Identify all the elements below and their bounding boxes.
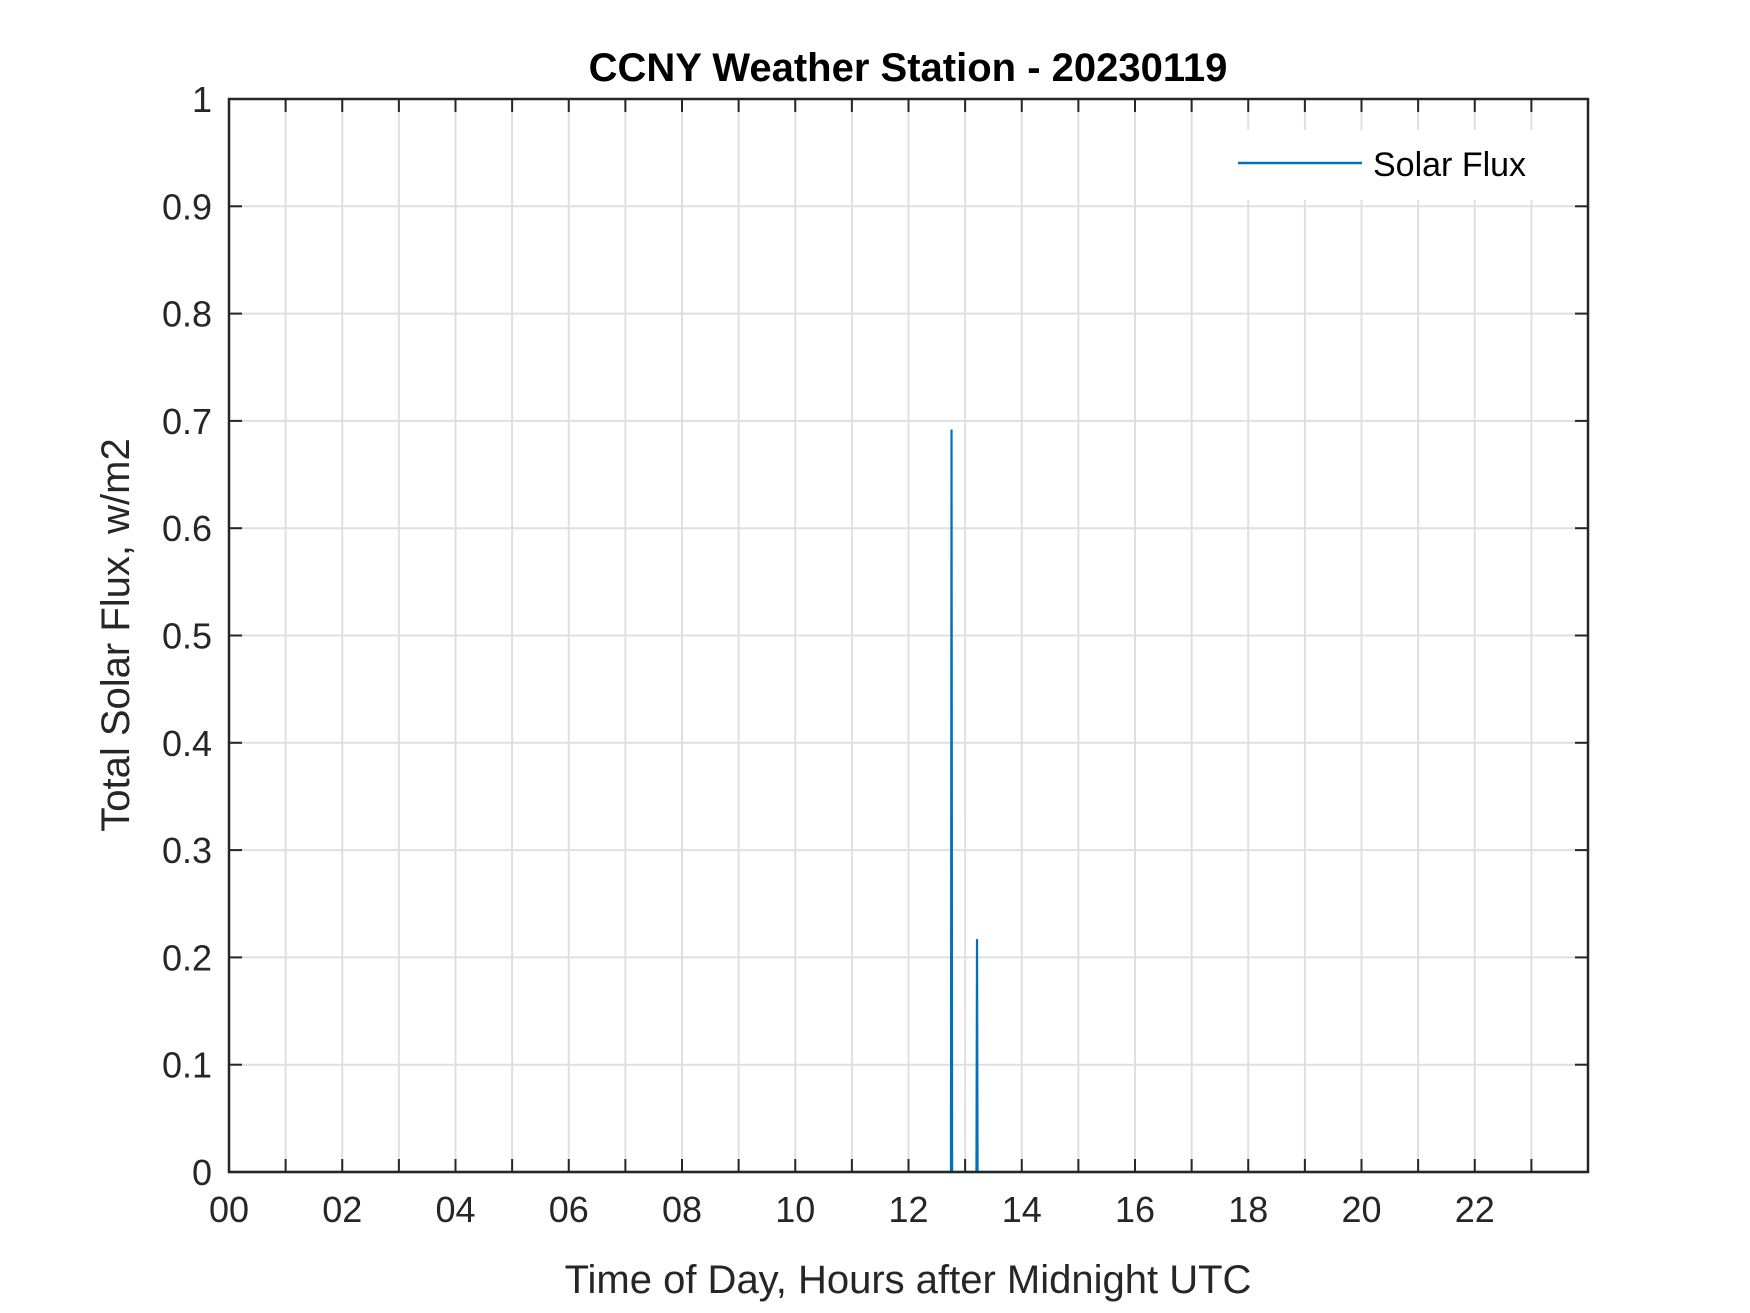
x-tick-label: 20 xyxy=(1341,1189,1381,1230)
x-tick-label: 10 xyxy=(775,1189,815,1230)
x-tick-label: 22 xyxy=(1455,1189,1495,1230)
grid-lines xyxy=(229,99,1588,1172)
tick-marks xyxy=(228,98,1589,1173)
x-tick-label: 08 xyxy=(662,1189,702,1230)
x-tick-label: 04 xyxy=(435,1189,475,1230)
y-tick-label: 0.3 xyxy=(162,830,212,871)
legend-label-solar-flux: Solar Flux xyxy=(1373,146,1526,184)
y-tick-label: 1 xyxy=(192,79,212,120)
y-tick-label: 0.8 xyxy=(162,294,212,335)
y-tick-label: 0.9 xyxy=(162,186,212,227)
y-tick-label: 0.4 xyxy=(162,723,212,764)
y-tick-label: 0 xyxy=(192,1152,212,1193)
x-tick-labels: 00 02 04 06 08 10 12 14 16 18 20 22 xyxy=(209,1189,1495,1230)
y-tick-label: 0.2 xyxy=(162,937,212,978)
x-tick-label: 06 xyxy=(549,1189,589,1230)
x-tick-label: 00 xyxy=(209,1189,249,1230)
x-tick-label: 12 xyxy=(888,1189,928,1230)
y-axis-label: Total Solar Flux, w/m2 xyxy=(94,438,138,831)
y-tick-label: 0.6 xyxy=(162,508,212,549)
x-tick-label: 02 xyxy=(322,1189,362,1230)
x-tick-label: 14 xyxy=(1002,1189,1042,1230)
x-axis-label: Time of Day, Hours after Midnight UTC xyxy=(565,1258,1252,1302)
legend-box xyxy=(1225,130,1555,200)
x-tick-label: 16 xyxy=(1115,1189,1155,1230)
x-tick-label: 18 xyxy=(1228,1189,1268,1230)
y-tick-label: 0.5 xyxy=(162,616,212,657)
y-tick-label: 0.1 xyxy=(162,1045,212,1086)
legend: Solar Flux xyxy=(1225,130,1555,200)
y-tick-labels: 0 0.1 0.2 0.3 0.4 0.5 0.6 0.7 0.8 0.9 1 xyxy=(162,79,212,1193)
y-tick-label: 0.7 xyxy=(162,401,212,442)
chart-title: CCNY Weather Station - 20230119 xyxy=(589,46,1228,90)
